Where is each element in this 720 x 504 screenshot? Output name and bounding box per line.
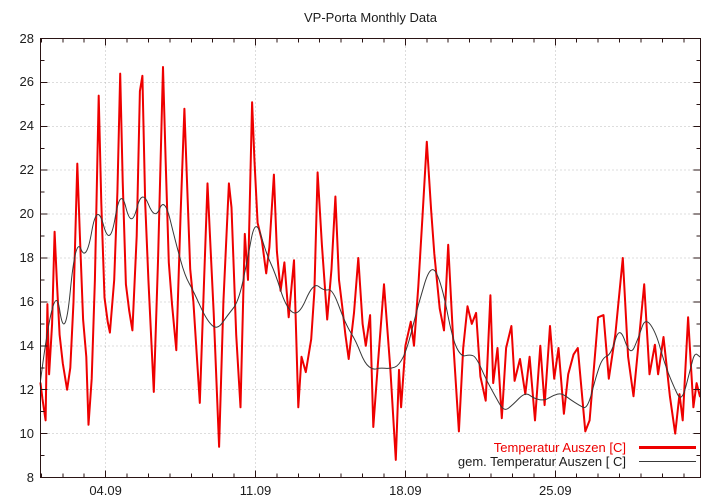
y-tick-label: 22 <box>19 162 34 178</box>
y-tick-label: 24 <box>19 118 34 134</box>
x-tick-label: 25.09 <box>539 483 572 498</box>
y-tick-label: 12 <box>19 381 34 397</box>
y-tick-label: 10 <box>19 425 34 441</box>
chart-title: VP-Porta Monthly Data <box>304 10 437 25</box>
legend-line-sample-black <box>639 460 696 462</box>
y-tick-label: 20 <box>19 206 34 222</box>
y-tick-label: 18 <box>19 250 34 265</box>
legend-label-gem-temperatur-auszen: gem. Temperatur Auszen [ C] <box>457 453 626 469</box>
x-tick-label: 18.09 <box>389 483 422 498</box>
x-tick-label: 04.09 <box>89 483 122 498</box>
series-line-temperatur-auszen <box>39 66 701 461</box>
legend-line-sample-red <box>639 445 696 449</box>
y-tick-label: 16 <box>19 293 34 309</box>
legend-label-temperatur-auszen: Temperatur Auszen [C] <box>493 439 626 455</box>
y-tick-label: 28 <box>19 30 34 46</box>
x-tick-label: 11.09 <box>239 483 272 498</box>
legend-item-temperatur-auszen: Temperatur Auszen [C] <box>493 439 696 455</box>
y-tick-label: 8 <box>26 469 34 485</box>
y-tick-label: 26 <box>19 74 34 90</box>
series-line-gem-temperatur-auszen <box>40 196 701 410</box>
y-tick-label: 14 <box>19 337 34 353</box>
legend-item-gem-temperatur-auszen: gem. Temperatur Auszen [ C] <box>457 453 696 469</box>
